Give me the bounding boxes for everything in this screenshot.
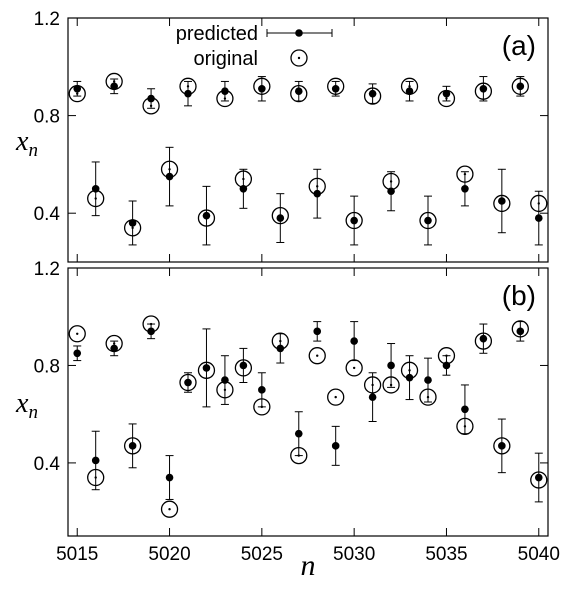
y-tick-label: 1.2 [34, 259, 60, 280]
predicted-point [165, 172, 174, 181]
predicted-point [221, 376, 229, 384]
legend-label-predicted: predicted [176, 23, 258, 45]
predicted-point [368, 393, 377, 401]
predicted-point [91, 456, 100, 465]
y-axis-label-main: x [15, 388, 29, 419]
predicted-point [313, 189, 322, 198]
predicted-point [498, 442, 506, 450]
predicted-point [534, 214, 543, 222]
predicted-point [239, 185, 248, 193]
predicted-point [73, 84, 82, 93]
predicted-point [350, 216, 358, 225]
legend: predicted original [176, 23, 333, 70]
y-axis-label-subscript: n [28, 402, 38, 423]
predicted-point [258, 386, 266, 394]
predicted-point [147, 94, 155, 103]
original-point-center [316, 354, 319, 357]
y-axis-label-main: x [15, 126, 29, 157]
predicted-point [331, 84, 340, 93]
predicted-point [516, 327, 525, 336]
y-tick-label: 1.2 [34, 9, 60, 30]
original-point-center [76, 332, 79, 335]
original-point-center [352, 366, 356, 370]
predicted-point [405, 87, 414, 95]
plot-frame [67, 17, 549, 263]
predicted-point [276, 344, 285, 353]
original-point-center [168, 508, 171, 511]
y-tick-label: 0.4 [34, 454, 61, 475]
predicted-point [479, 84, 488, 93]
predicted-point [294, 429, 303, 438]
predicted-point [331, 442, 340, 450]
legend-label-original: original [194, 48, 258, 70]
legend-original-marker-center [297, 56, 301, 60]
predicted-point [128, 219, 137, 227]
predicted-point [221, 87, 229, 95]
predicted-point [184, 378, 192, 387]
predicted-point [147, 327, 155, 336]
predicted-point [387, 361, 395, 370]
predicted-point [165, 473, 174, 482]
x-tick-label: 5040 [518, 544, 560, 565]
predicted-point [258, 84, 266, 93]
predicted-point [405, 373, 414, 382]
predicted-point [442, 89, 451, 98]
y-axis-label: xn [15, 388, 38, 423]
original-point-center [334, 395, 337, 399]
x-tick-label: 5035 [425, 544, 467, 565]
predicted-point [534, 473, 543, 482]
predicted-point [202, 211, 211, 220]
predicted-point [91, 185, 100, 193]
predicted-point [461, 405, 469, 414]
predicted-point [516, 82, 525, 91]
x-axis-label: n [301, 549, 316, 582]
predicted-point [294, 87, 303, 95]
predicted-point [110, 344, 118, 353]
y-axis-label: xn [15, 126, 38, 161]
plot-frame [67, 267, 549, 537]
y-tick-label: 0.8 [34, 356, 60, 377]
x-tick-label: 5020 [148, 544, 190, 565]
predicted-point [202, 364, 211, 372]
predicted-point [239, 361, 248, 370]
predicted-point [424, 216, 432, 225]
x-tick-label: 5015 [56, 544, 98, 565]
y-tick-label: 0.8 [34, 107, 60, 128]
predicted-point [110, 82, 118, 91]
y-tick-label: 0.4 [34, 204, 61, 225]
x-tick-label: 5030 [333, 544, 375, 565]
predicted-point [498, 197, 506, 205]
legend-predicted-marker [295, 29, 303, 37]
predicted-point [276, 214, 285, 222]
predicted-point [184, 89, 192, 98]
predicted-point [368, 89, 377, 98]
panel-b: 0.4 0.8 1.2 5015 5020 5025 5030 5035 5040 xn (b) [15, 259, 560, 565]
predicted-point [424, 376, 432, 384]
y-axis-label-subscript: n [28, 140, 38, 161]
predicted-point [442, 361, 451, 370]
x-tick-label: 5025 [241, 544, 283, 565]
predicted-point [128, 442, 137, 450]
predicted-point [313, 327, 322, 336]
predicted-point [73, 349, 82, 358]
panel-label: (b) [502, 280, 536, 311]
predicted-point [461, 185, 469, 193]
predicted-point [479, 334, 488, 343]
predicted-point [387, 187, 395, 196]
predicted-point [350, 337, 358, 345]
panel-a: 0.4 0.8 1.2 xn (a) predicted original [15, 9, 549, 263]
panel-label: (a) [502, 30, 536, 61]
